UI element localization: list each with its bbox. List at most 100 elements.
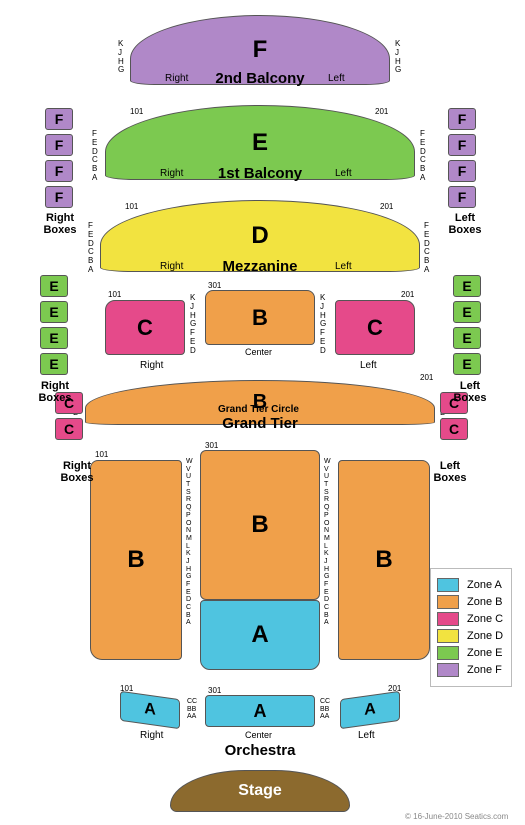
- section-letter: A: [251, 621, 268, 649]
- section-letter: A: [254, 701, 267, 722]
- box-label-left-1: Left Boxes: [440, 212, 490, 236]
- stage-label: Stage: [238, 782, 282, 800]
- tier-label-balcony1: 1st Balcony: [200, 165, 320, 182]
- rows-bal1-r: F E D C B A: [92, 130, 98, 183]
- side-box[interactable]: C: [55, 418, 83, 440]
- section-gt-c-right[interactable]: C: [105, 300, 185, 355]
- side-box[interactable]: F: [448, 186, 476, 208]
- tier-label-gtcircle: Grand Tier Circle: [218, 404, 299, 415]
- side-right-bal2: Right: [165, 73, 188, 84]
- rows-bal2-r: K J H G: [118, 40, 124, 75]
- legend-swatch: [437, 646, 459, 660]
- side-box[interactable]: C: [440, 418, 468, 440]
- legend-swatch: [437, 595, 459, 609]
- seat-101-gt: 101: [108, 290, 121, 299]
- box-label-left-3: Left Boxes: [425, 460, 475, 484]
- section-front-a-center[interactable]: A: [205, 695, 315, 727]
- legend-swatch: [437, 578, 459, 592]
- side-box[interactable]: E: [453, 353, 481, 375]
- side-box[interactable]: F: [45, 108, 73, 130]
- side-box[interactable]: E: [40, 353, 68, 375]
- side-box[interactable]: E: [40, 301, 68, 323]
- seat-101-bal1: 101: [130, 107, 143, 116]
- legend-label: Zone C: [467, 613, 503, 625]
- side-left-gt: Left: [360, 360, 377, 371]
- seat-201-gt: 201: [401, 290, 414, 299]
- section-letter: E: [252, 129, 268, 157]
- side-box[interactable]: F: [448, 108, 476, 130]
- tier-label-gt: Grand Tier: [215, 415, 305, 432]
- rows-front-l: CC BB AA: [320, 698, 330, 721]
- side-box[interactable]: E: [453, 301, 481, 323]
- legend-swatch: [437, 612, 459, 626]
- section-letter: B: [375, 546, 392, 574]
- seat-301-orch: 301: [205, 441, 218, 450]
- side-box[interactable]: E: [40, 275, 68, 297]
- side-left-bal2: Left: [328, 73, 345, 84]
- side-box[interactable]: F: [45, 186, 73, 208]
- section-orch-a-center[interactable]: A: [200, 600, 320, 670]
- section-letter: C: [137, 315, 153, 341]
- legend-swatch: [437, 663, 459, 677]
- section-letter: B: [251, 511, 268, 539]
- section-letter: B: [252, 305, 268, 331]
- rows-gt-r: K J H G F E D: [190, 294, 196, 356]
- side-right-bal1: Right: [160, 168, 183, 179]
- legend-label: Zone E: [467, 647, 502, 659]
- boxes-mezz-left: EEEE: [453, 275, 481, 379]
- section-gt-c-left[interactable]: C: [335, 300, 415, 355]
- tier-label-balcony2: 2nd Balcony: [200, 70, 320, 87]
- section-letter: A: [144, 700, 156, 720]
- side-center-gt: Center: [245, 347, 272, 357]
- side-box[interactable]: F: [448, 134, 476, 156]
- seat-201-gtc: 201: [420, 373, 433, 382]
- section-front-a-left[interactable]: A: [340, 691, 400, 729]
- side-left-bal1: Left: [335, 168, 352, 179]
- section-letter: B: [127, 546, 144, 574]
- section-letter: C: [367, 315, 383, 341]
- side-box[interactable]: F: [45, 134, 73, 156]
- side-box[interactable]: F: [448, 160, 476, 182]
- section-letter: F: [253, 36, 268, 64]
- section-gt-b-center[interactable]: B: [205, 290, 315, 345]
- side-box[interactable]: E: [453, 275, 481, 297]
- legend-row: Zone D: [437, 629, 505, 643]
- rows-front-r: CC BB AA: [187, 698, 197, 721]
- side-left-mezz: Left: [335, 261, 352, 272]
- legend-row: Zone E: [437, 646, 505, 660]
- copyright: © 16-June-2010 Seatics.com: [405, 812, 508, 821]
- rows-orch-r: W V U T S R Q P O N M L K J H G F E D C …: [186, 458, 193, 627]
- section-orch-b-right[interactable]: B: [90, 460, 182, 660]
- rows-bal2-l: K J H G: [395, 40, 401, 75]
- legend-label: Zone A: [467, 579, 502, 591]
- boxes-bal2-right: FFFF: [45, 108, 73, 212]
- side-right-gt: Right: [140, 360, 163, 371]
- seat-201-mezz: 201: [380, 202, 393, 211]
- side-box[interactable]: F: [45, 160, 73, 182]
- legend-row: Zone C: [437, 612, 505, 626]
- seat-101-mezz: 101: [125, 202, 138, 211]
- legend-swatch: [437, 629, 459, 643]
- section-orch-b-center[interactable]: B: [200, 450, 320, 600]
- section-letter: D: [251, 222, 268, 250]
- legend-row: Zone A: [437, 578, 505, 592]
- side-right-front: Right: [140, 730, 163, 741]
- box-label-right-3: Right Boxes: [52, 460, 102, 484]
- boxes-mezz-right: EEEE: [40, 275, 68, 379]
- side-center-front: Center: [245, 730, 272, 740]
- side-left-front: Left: [358, 730, 375, 741]
- side-box[interactable]: E: [40, 327, 68, 349]
- seat-301-gt: 301: [208, 281, 221, 290]
- seat-201-front: 201: [388, 684, 401, 693]
- seat-101-front: 101: [120, 684, 133, 693]
- section-orch-b-left[interactable]: B: [338, 460, 430, 660]
- rows-orch-l: W V U T S R Q P O N M L K J H G F E D C …: [324, 458, 331, 627]
- legend-label: Zone B: [467, 596, 502, 608]
- rows-mezz-l: F E D C B A: [424, 222, 430, 275]
- rows-mezz-r: F E D C B A: [88, 222, 94, 275]
- seat-101-orch: 101: [95, 450, 108, 459]
- box-label-right-2: Right Boxes: [30, 380, 80, 404]
- side-right-mezz: Right: [160, 261, 183, 272]
- section-front-a-right[interactable]: A: [120, 691, 180, 729]
- side-box[interactable]: E: [453, 327, 481, 349]
